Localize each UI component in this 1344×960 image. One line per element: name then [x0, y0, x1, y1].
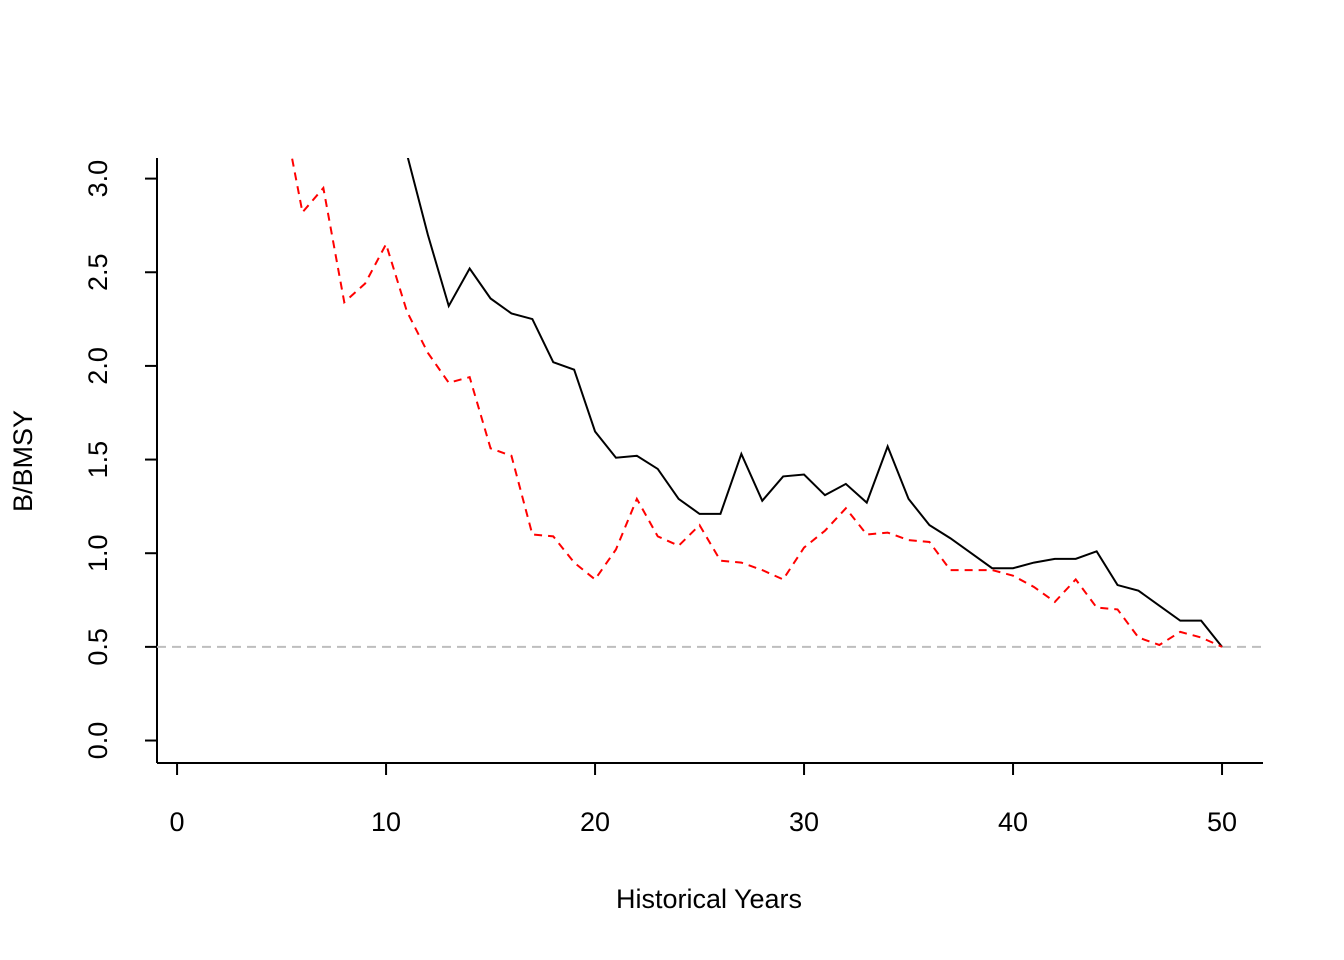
y-tick-label: 1.0	[83, 534, 113, 572]
y-tick-label: 2.0	[83, 347, 113, 385]
x-tick-label: 20	[580, 807, 610, 837]
series-line	[406, 158, 1223, 648]
y-axis-label: B/BMSY	[8, 410, 38, 512]
x-tick-label: 10	[371, 807, 401, 837]
y-tick-label: 1.5	[83, 441, 113, 479]
y-tick-label: 3.0	[83, 160, 113, 198]
series-line	[290, 158, 1223, 648]
x-axis-label: Historical Years	[616, 884, 802, 914]
plot-area	[157, 158, 1263, 648]
x-tick-label: 30	[789, 807, 819, 837]
x-tick-label: 0	[170, 807, 185, 837]
y-tick-label: 2.5	[83, 253, 113, 291]
x-tick-label: 50	[1207, 807, 1237, 837]
y-tick-label: 0.0	[83, 722, 113, 760]
x-tick-label: 40	[998, 807, 1028, 837]
y-tick-label: 0.5	[83, 628, 113, 666]
